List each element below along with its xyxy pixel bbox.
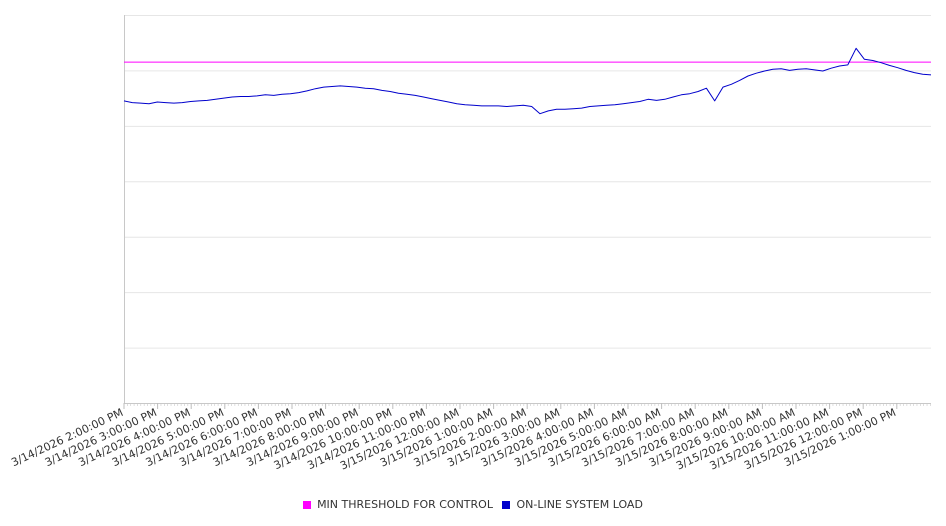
legend-label-threshold: MIN THRESHOLD FOR CONTROL — [317, 498, 493, 511]
legend-item-threshold[interactable]: MIN THRESHOLD FOR CONTROL — [303, 498, 493, 511]
series-line-1 — [123, 47, 932, 115]
legend: MIN THRESHOLD FOR CONTROL ON-LINE SYSTEM… — [0, 498, 946, 512]
series-layer — [123, 47, 932, 115]
legend-item-load[interactable]: ON-LINE SYSTEM LOAD — [502, 498, 643, 511]
x-axis-ticks: 3/14/2026 2:00:00 PM3/14/2026 3:00:00 PM… — [9, 403, 931, 473]
legend-swatch-threshold — [303, 500, 312, 509]
axes — [124, 15, 931, 404]
grid-lines — [124, 15, 931, 404]
legend-label-load: ON-LINE SYSTEM LOAD — [516, 498, 643, 511]
legend-swatch-load — [502, 500, 511, 509]
